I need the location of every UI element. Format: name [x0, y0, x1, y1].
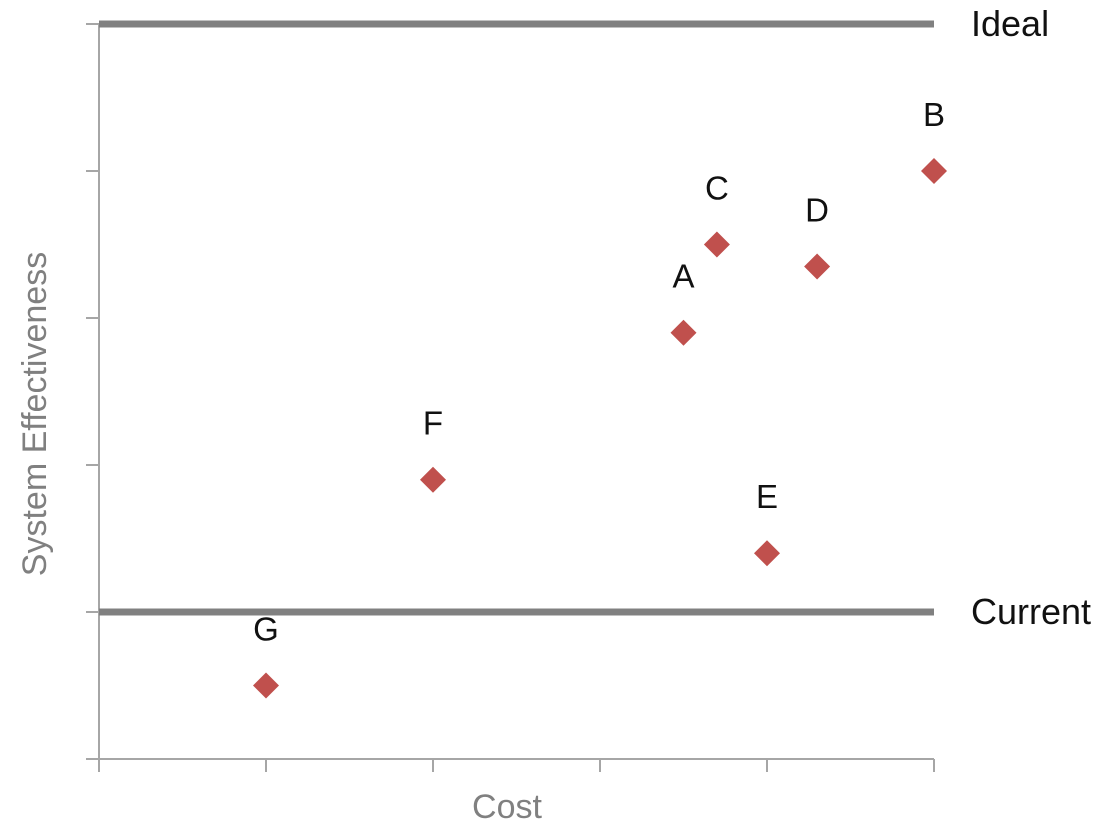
data-point-b [921, 158, 947, 184]
data-label-f: F [423, 405, 443, 442]
data-label-b: B [923, 96, 945, 133]
data-points: A B C D E F G [253, 96, 947, 699]
y-axis-title: System Effectiveness [16, 252, 54, 576]
current-reference-label: Current [971, 591, 1091, 632]
data-point-d [804, 253, 831, 280]
axes [86, 23, 935, 772]
data-point-g [253, 672, 279, 699]
reference-lines: Ideal Current [99, 3, 1091, 632]
data-point-c [703, 231, 730, 258]
ideal-reference-label: Ideal [971, 3, 1049, 44]
data-label-a: A [672, 258, 694, 295]
data-point-a [670, 319, 697, 346]
data-point-f [420, 466, 446, 493]
data-label-c: C [705, 170, 729, 207]
data-point-e [754, 540, 780, 567]
data-label-e: E [756, 478, 778, 515]
data-label-g: G [253, 611, 279, 648]
x-axis-title: Cost [472, 788, 542, 824]
data-label-d: D [805, 192, 829, 229]
